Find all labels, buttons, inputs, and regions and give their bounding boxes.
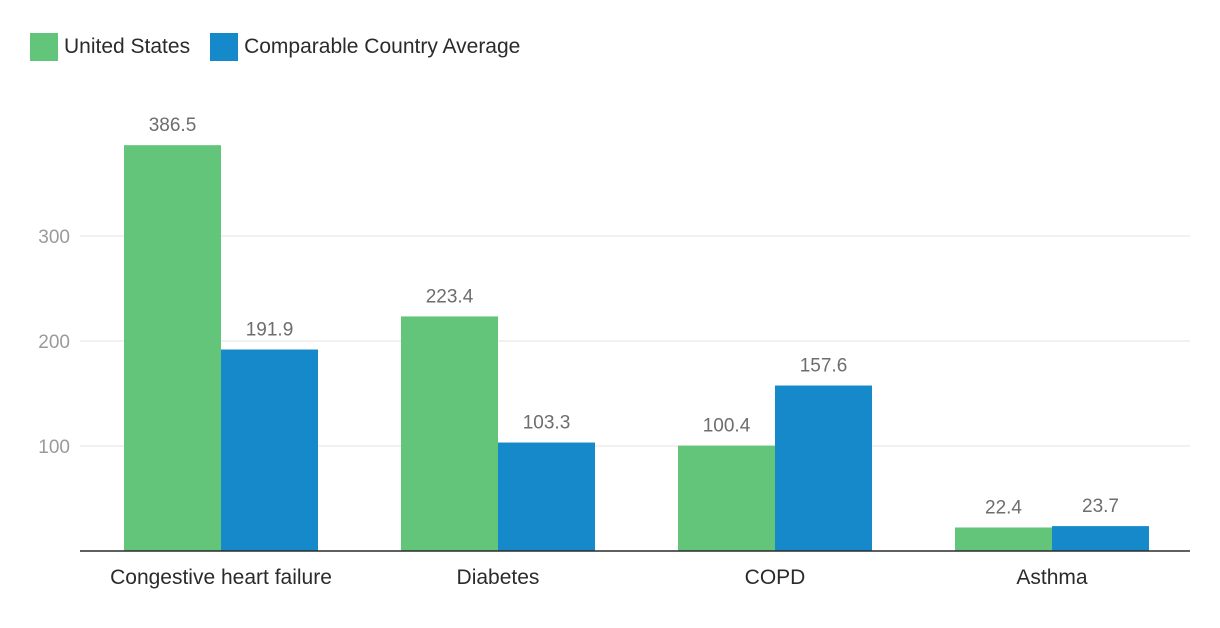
data-label-comparable-1: 103.3 xyxy=(523,413,571,434)
legend-swatch-comparable-country-average xyxy=(210,33,239,61)
data-label-us-2: 100.4 xyxy=(703,416,751,437)
data-label-comparable-0: 191.9 xyxy=(246,320,294,341)
data-label-us-0: 386.5 xyxy=(149,115,197,136)
bar-comparable-0 xyxy=(221,349,318,551)
data-label-comparable-3: 23.7 xyxy=(1082,496,1119,517)
bar-comparable-3 xyxy=(1052,526,1149,551)
legend-item-comparable-country-average: Comparable Country Average xyxy=(210,33,520,61)
x-category-label-0: Congestive heart failure xyxy=(110,566,332,589)
x-category-label-1: Diabetes xyxy=(457,566,540,589)
legend: United States Comparable Country Average xyxy=(30,33,540,61)
x-category-label-2: COPD xyxy=(745,566,806,589)
y-tick-label-300: 300 xyxy=(38,227,70,248)
bar-us-2 xyxy=(678,445,775,551)
bar-us-0 xyxy=(124,145,221,552)
legend-swatch-united-states xyxy=(30,33,58,61)
legend-label-united-states: United States xyxy=(64,35,191,58)
y-tick-label-100: 100 xyxy=(38,437,70,458)
y-tick-label-200: 200 xyxy=(38,332,70,353)
bar-us-1 xyxy=(401,316,498,551)
data-label-us-3: 22.4 xyxy=(985,497,1022,518)
data-label-us-1: 223.4 xyxy=(426,286,474,307)
bar-us-3 xyxy=(955,527,1052,551)
data-label-comparable-2: 157.6 xyxy=(800,356,848,377)
bar-comparable-1 xyxy=(498,442,595,551)
bar-comparable-2 xyxy=(775,385,872,551)
x-category-label-3: Asthma xyxy=(1016,566,1088,589)
legend-item-united-states: United States xyxy=(30,33,190,61)
legend-label-comparable-country-average: Comparable Country Average xyxy=(244,35,521,58)
